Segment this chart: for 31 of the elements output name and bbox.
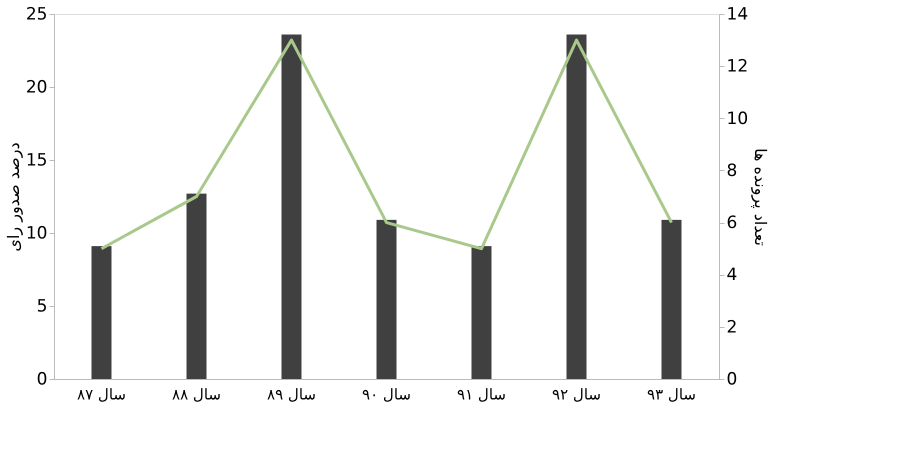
- y-tick-label: 10: [26, 224, 48, 244]
- y2-tick-label: 4: [726, 265, 738, 286]
- x-tick-label: سال ۹۳: [647, 386, 696, 404]
- y2-tick-label: 2: [726, 317, 738, 338]
- y2-axis-title: تعداد پرونده ها: [751, 148, 770, 246]
- bar: [186, 194, 206, 379]
- x-tick-label: سال ۸۹: [267, 386, 316, 404]
- x-tick-label: سال ۹۱: [457, 386, 506, 404]
- line-series: [100, 38, 673, 250]
- y2-tick-label: 8: [726, 160, 738, 181]
- bar: [472, 246, 492, 379]
- y2-tick-label: 6: [726, 213, 738, 234]
- y2-tick-label: 12: [726, 56, 748, 77]
- y-axis-title: درصد صدور رای: [4, 142, 23, 252]
- y-tick-label: 0: [36, 370, 48, 390]
- y2-tick-label: 10: [726, 108, 748, 129]
- y2-tick-label: 14: [726, 4, 748, 24]
- bar: [376, 220, 396, 379]
- bar: [92, 246, 112, 379]
- y-tick-label: 15: [26, 150, 48, 170]
- bar: [662, 220, 682, 379]
- y-tick-label: 25: [26, 4, 48, 24]
- y-tick-label: 5: [36, 296, 48, 316]
- y-tick-label: 20: [26, 78, 48, 98]
- bar: [566, 34, 586, 379]
- y2-tick-label: 0: [726, 370, 738, 390]
- x-tick-label: سال ۸۷: [77, 386, 126, 404]
- x-tick-label: سال ۹۲: [552, 386, 601, 404]
- x-tick-label: سال ۹۰: [362, 386, 411, 404]
- x-tick-label: سال ۸۸: [172, 386, 221, 404]
- bar: [282, 34, 302, 379]
